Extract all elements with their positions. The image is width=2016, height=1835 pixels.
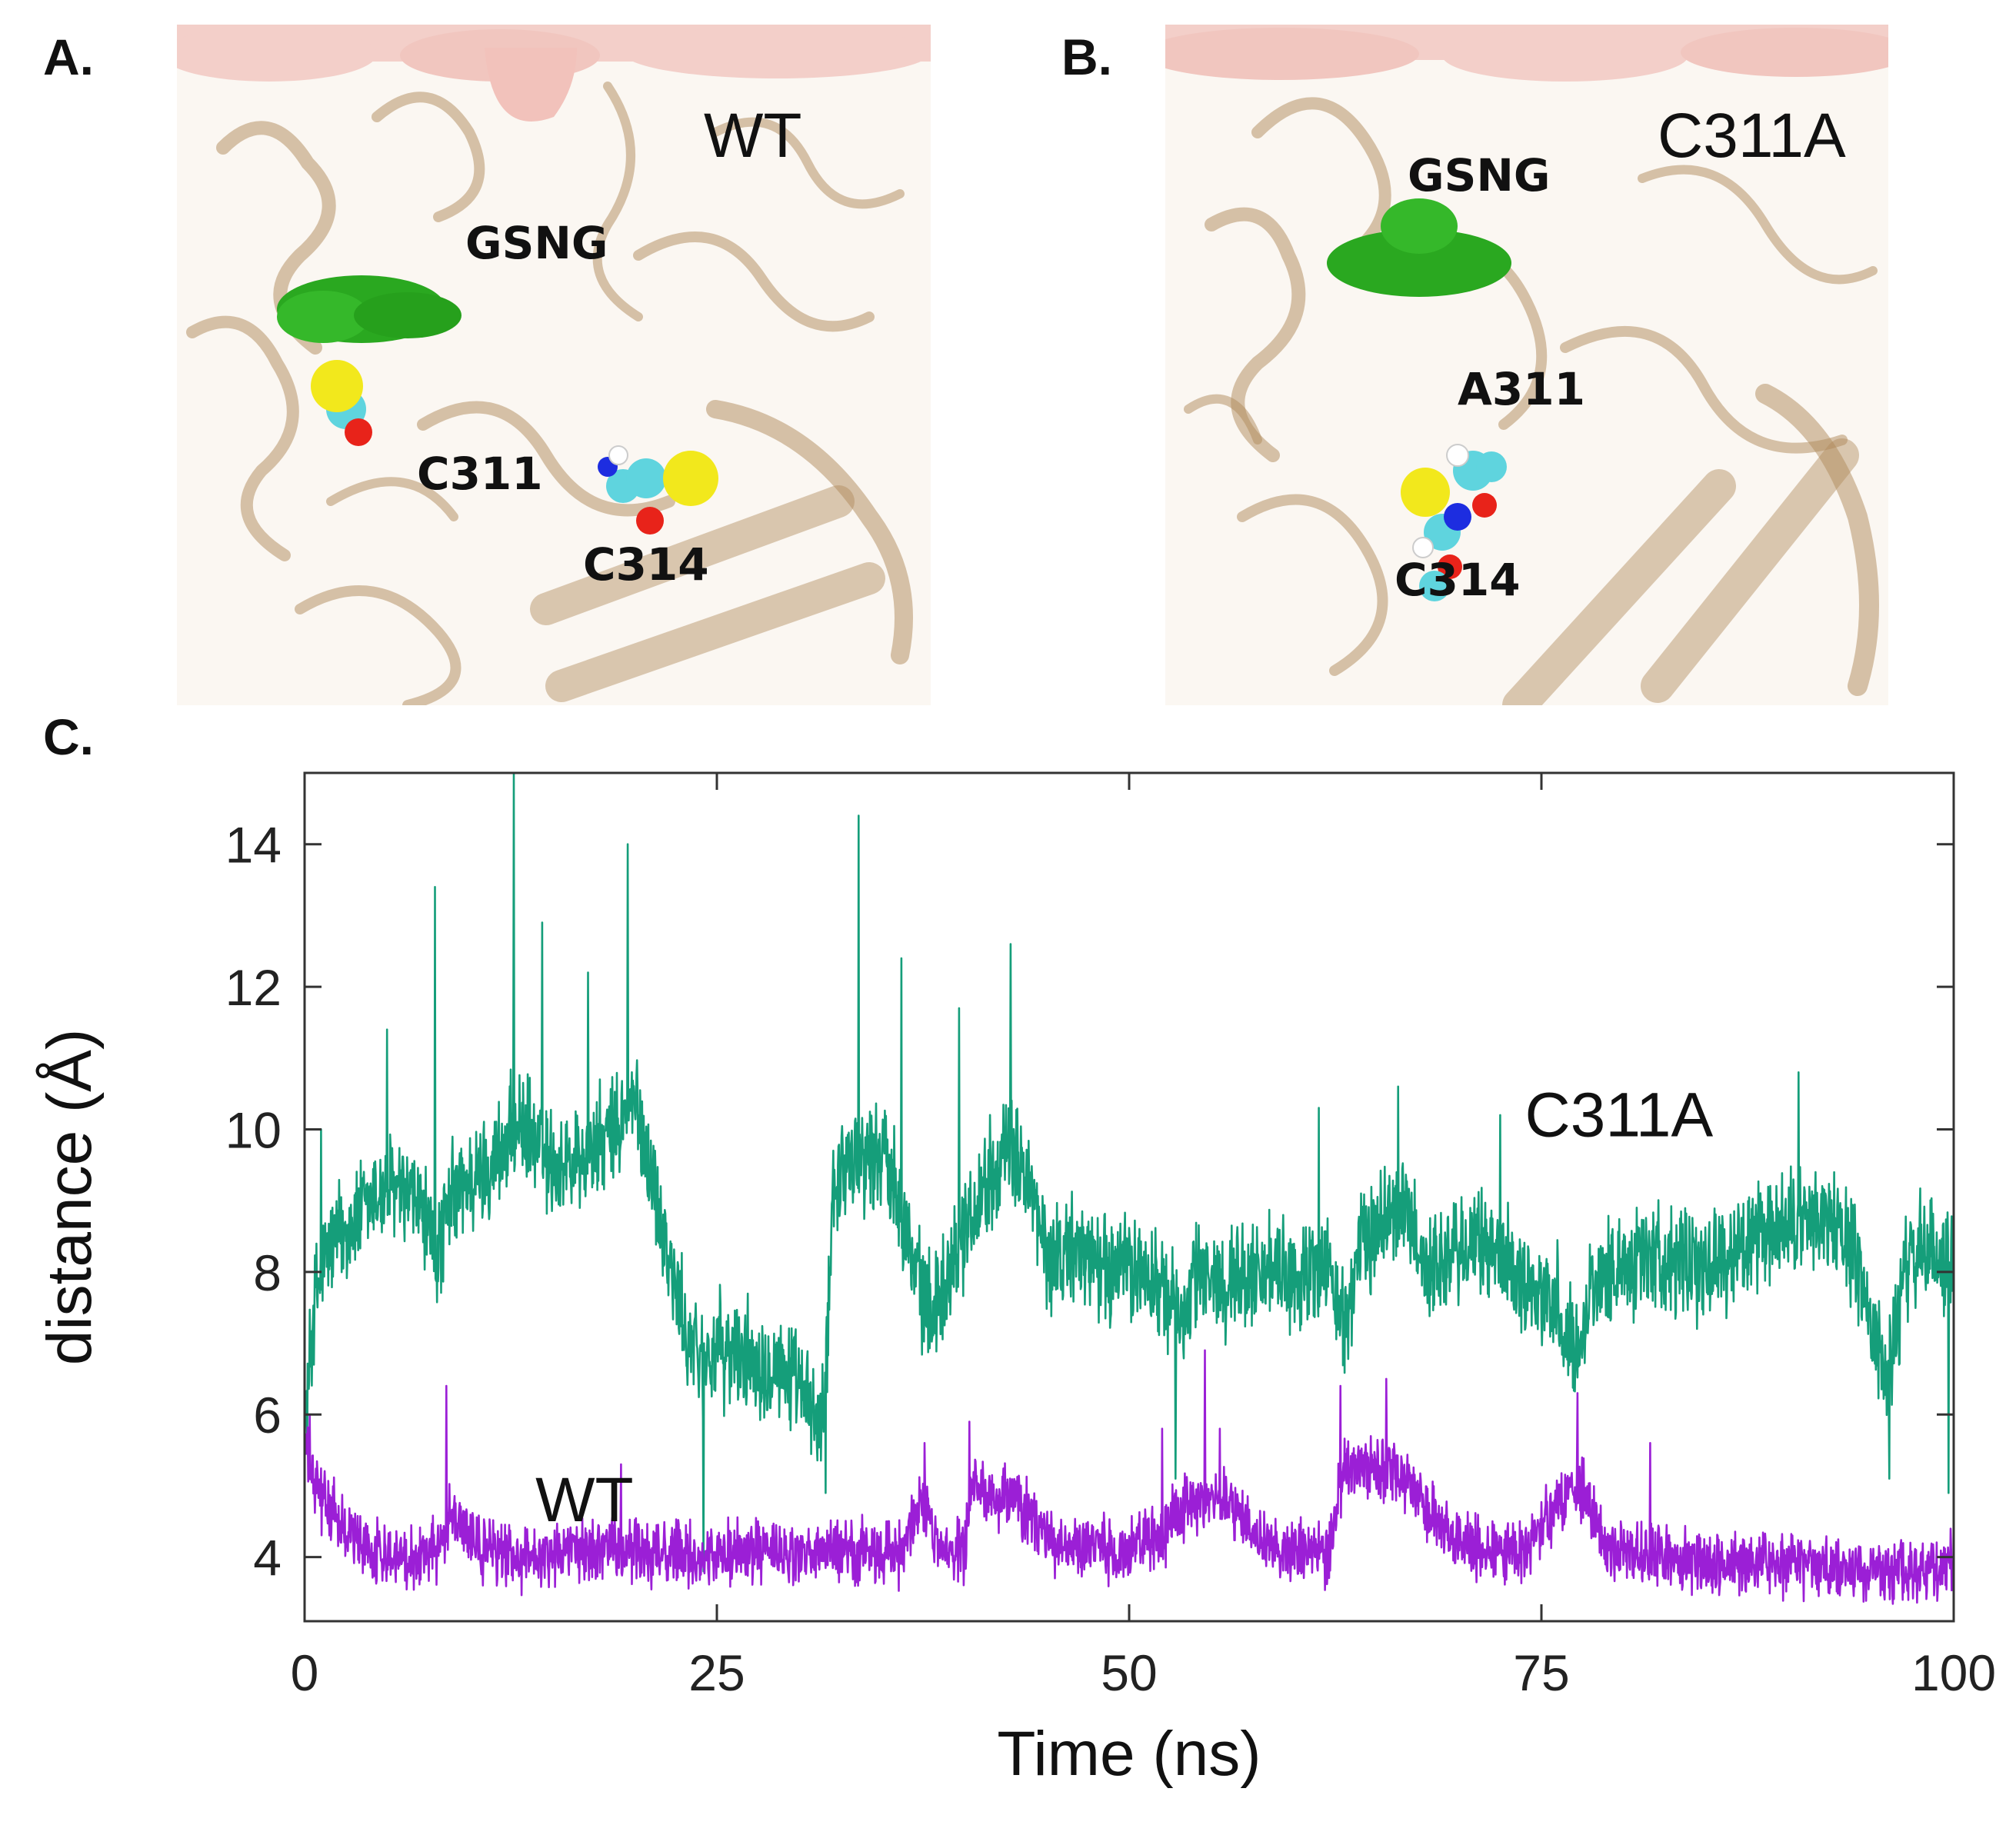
panel-a-ligand-label: GSNG xyxy=(465,217,608,269)
y-tick-label: 4 xyxy=(253,1530,282,1587)
x-tick-label: 100 xyxy=(1911,1644,1996,1701)
residue-c314-spheres xyxy=(598,445,718,535)
panel-a-res1-label: C311 xyxy=(417,448,543,500)
y-tick-label: 8 xyxy=(253,1244,282,1301)
series-labels: C311A WT xyxy=(535,1081,1713,1536)
series-label-wt: WT xyxy=(535,1465,633,1535)
panel-c-letter: C. xyxy=(43,708,94,765)
x-axis-title: Time (ns) xyxy=(997,1719,1261,1789)
x-tick-label: 50 xyxy=(1101,1644,1157,1701)
residue-a311-spheres xyxy=(1446,444,1507,518)
x-tick-label: 25 xyxy=(688,1644,745,1701)
ligand-gsng-surface xyxy=(1327,198,1511,297)
panel-a-variant-label: WT xyxy=(704,101,802,171)
y-tick-label: 12 xyxy=(225,959,282,1016)
panel-a-res2-label: C314 xyxy=(583,538,709,591)
y-tick-label: 10 xyxy=(225,1101,282,1158)
x-tick-label: 75 xyxy=(1513,1644,1569,1701)
panel-a-structure: WT GSNG C311 C314 xyxy=(177,25,931,705)
y-tick-label: 6 xyxy=(253,1387,282,1444)
y-axis-title: distance (Å) xyxy=(35,1029,105,1366)
residue-c311-spheres xyxy=(311,360,372,446)
axes-layer: 0 25 50 75 100 4 6 8 10 12 14 xyxy=(225,773,1996,1701)
series-layer xyxy=(303,771,1955,1605)
panel-b-ligand-label: GSNG xyxy=(1408,149,1551,201)
series-line-wt xyxy=(303,1349,1955,1605)
panel-a-structure-image xyxy=(177,25,931,705)
panel-a-letter: A. xyxy=(43,28,94,85)
x-tick-label: 0 xyxy=(291,1644,319,1701)
panel-b-letter: B. xyxy=(1061,28,1112,85)
protein-ribbon xyxy=(186,82,913,705)
series-label-c311a: C311A xyxy=(1525,1081,1714,1151)
panel-b-variant-label: C311A xyxy=(1658,101,1846,171)
series-line-c311a xyxy=(303,771,1955,1573)
membrane-surface xyxy=(177,25,931,122)
panel-b-structure-image xyxy=(1165,25,1888,705)
panel-b-res1-label: A311 xyxy=(1458,363,1585,415)
residue-c314-spheres xyxy=(1401,468,1471,601)
membrane-surface xyxy=(1165,25,1888,82)
panel-b-res2-label: C314 xyxy=(1395,554,1521,606)
panel-b-structure: C311A GSNG A311 C314 xyxy=(1165,25,1888,705)
y-tick-label: 14 xyxy=(225,817,282,874)
ligand-gsng-surface xyxy=(277,275,462,343)
